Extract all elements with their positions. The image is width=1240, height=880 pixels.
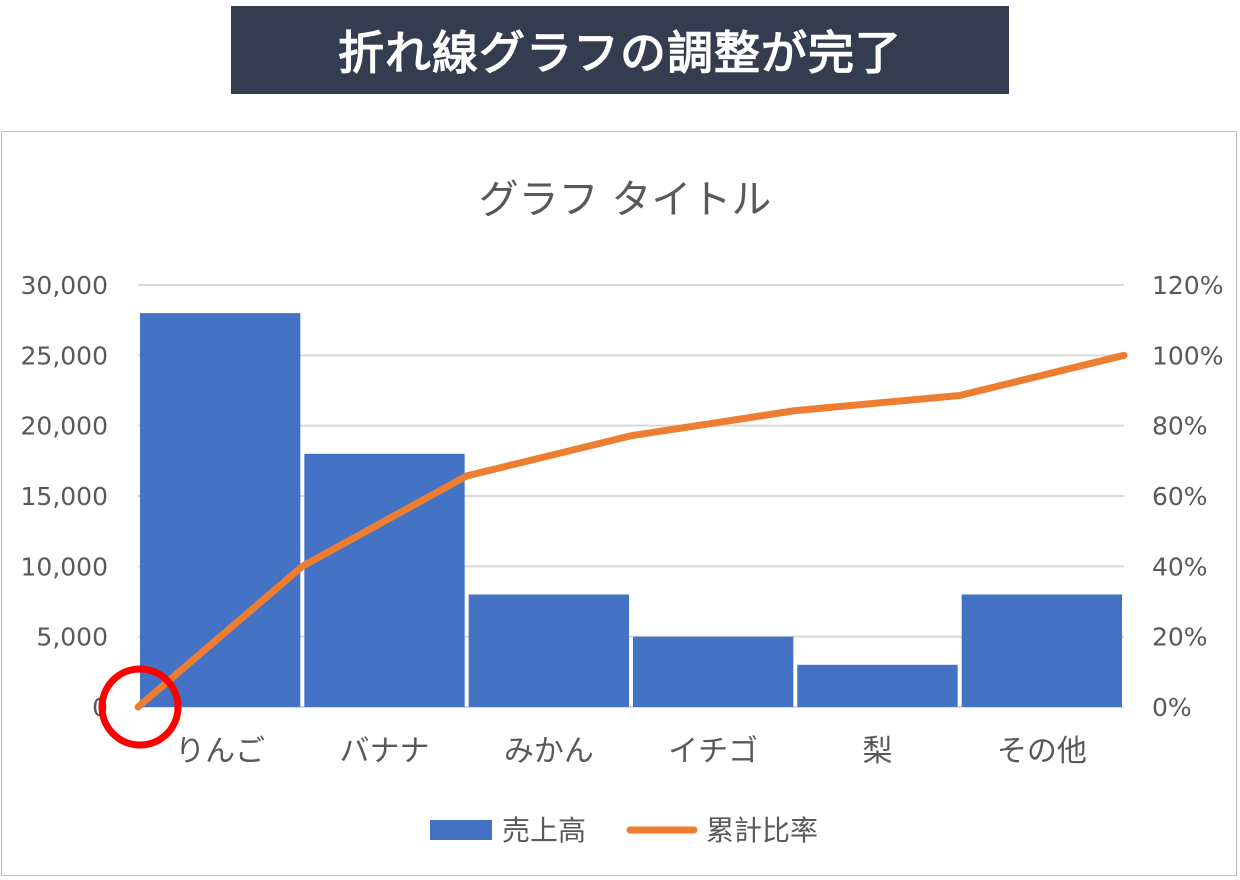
category-label: 梨 bbox=[863, 734, 893, 769]
right-tick-label: 80% bbox=[1152, 412, 1208, 441]
bar bbox=[140, 313, 301, 707]
legend-label: 売上高 bbox=[502, 814, 586, 847]
page-banner-title: 折れ線グラフの調整が完了 bbox=[231, 6, 1009, 94]
left-tick-label: 10,000 bbox=[21, 552, 108, 581]
bar bbox=[633, 636, 794, 707]
line-point bbox=[794, 409, 797, 412]
left-tick-label: 20,000 bbox=[21, 412, 108, 441]
gridlines bbox=[138, 284, 1124, 708]
line-point bbox=[137, 706, 139, 708]
category-label: イチゴ bbox=[668, 734, 758, 769]
right-tick-label: 60% bbox=[1152, 482, 1208, 511]
category-axis: りんご バナナ みかん イチゴ 梨 その他 bbox=[175, 734, 1087, 769]
line-point bbox=[465, 474, 468, 477]
right-tick-label: 100% bbox=[1152, 341, 1223, 370]
right-tick-label: 120% bbox=[1152, 271, 1223, 300]
line-point bbox=[1123, 354, 1125, 357]
line-point bbox=[958, 394, 961, 397]
bar bbox=[797, 664, 958, 707]
left-tick-label: 15,000 bbox=[21, 482, 108, 511]
right-tick-label: 0% bbox=[1152, 693, 1192, 722]
legend-swatch-bar bbox=[430, 820, 492, 840]
chart-title: グラフ タイトル bbox=[479, 177, 772, 223]
left-tick-label: 5,000 bbox=[36, 623, 108, 652]
category-label: バナナ bbox=[340, 734, 430, 769]
right-tick-label: 20% bbox=[1152, 623, 1208, 652]
left-tick-label: 30,000 bbox=[21, 271, 108, 300]
bar bbox=[304, 453, 465, 707]
legend: 売上高 累計比率 bbox=[430, 814, 818, 847]
bar bbox=[468, 594, 629, 707]
highlight-circle bbox=[98, 665, 182, 749]
category-label: みかん bbox=[504, 734, 594, 769]
bar-series bbox=[140, 313, 1122, 707]
right-axis: 0% 20% 40% 60% 80% 100% 120% bbox=[1152, 271, 1223, 722]
category-label: りんご bbox=[175, 734, 265, 769]
category-label: その他 bbox=[997, 734, 1087, 769]
line-series bbox=[134, 351, 1128, 711]
right-tick-label: 40% bbox=[1152, 552, 1208, 581]
line-point bbox=[301, 565, 304, 568]
legend-label: 累計比率 bbox=[706, 814, 818, 847]
line-point bbox=[630, 434, 632, 437]
left-tick-label: 25,000 bbox=[21, 341, 108, 370]
bar bbox=[961, 594, 1122, 707]
